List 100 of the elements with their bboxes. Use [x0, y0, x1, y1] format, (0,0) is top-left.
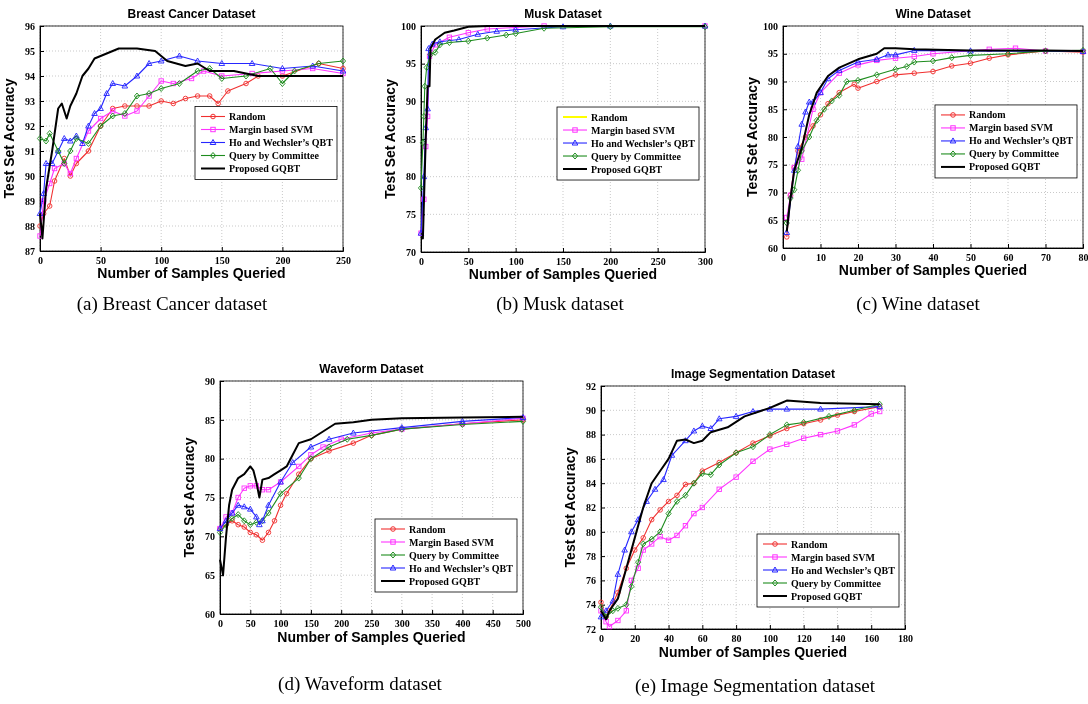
chart-title: Waveform Dataset	[319, 362, 424, 376]
y-tick-label: 88	[25, 220, 35, 232]
text: (d) Waveform dataset	[278, 673, 443, 695]
x-tick-label: 0	[218, 618, 223, 630]
chart-title: Musk Dataset	[524, 7, 602, 21]
legend-label: Margin based SVM	[969, 122, 1054, 134]
text: (e) Image Segmentation dataset	[634, 675, 876, 697]
y-axis-title: Test Set Accuracy	[1, 78, 17, 199]
x-tick-label: 150	[214, 255, 230, 267]
x-tick-label: 180	[898, 633, 913, 645]
y-tick-label: 60	[768, 242, 778, 254]
x-tick-label: 100	[508, 256, 524, 268]
x-tick-label: 250	[364, 618, 380, 630]
x-tick-label: 250	[650, 256, 666, 268]
y-tick-label: 95	[406, 58, 416, 70]
x-tick-label: 200	[275, 255, 291, 267]
x-tick-label: 50	[245, 618, 256, 630]
x-axis-title: Number of Samples Queried	[658, 644, 848, 660]
x-tick-label: 0	[781, 252, 786, 264]
legend-label: Random	[409, 523, 447, 535]
x-tick-label: 60	[1003, 252, 1014, 264]
x-tick-label: 50	[96, 255, 107, 267]
x-tick-label: 120	[796, 633, 812, 645]
x-axis-title: Number of Samples Queried	[277, 629, 466, 645]
x-axis-title: Number of Samples Queried	[97, 265, 286, 281]
y-tick-label: 82	[586, 502, 596, 514]
y-tick-label: 90	[25, 170, 35, 182]
y-axis-title: Test Set Accuracy	[562, 447, 578, 568]
x-tick-label: 20	[630, 633, 641, 645]
legend-label: Query by Committee	[229, 150, 320, 161]
y-tick-label: 75	[768, 159, 778, 171]
x-tick-label: 450	[485, 618, 501, 630]
legend-label: Margin based SVM	[591, 124, 676, 136]
legend-label: Ho and Wechsler’s QBT	[409, 562, 514, 574]
x-tick-label: 200	[334, 618, 350, 630]
legend-label: Query by Committee	[969, 148, 1060, 160]
y-tick-label: 65	[768, 214, 778, 226]
y-axis-title: Test Set Accuracy	[744, 76, 760, 197]
y-tick-label: 75	[406, 209, 416, 221]
y-tick-label: 65	[205, 569, 215, 581]
y-tick-label: 74	[586, 599, 596, 611]
legend-label: Ho and Wechsler’s QBT	[591, 137, 696, 149]
y-tick-label: 72	[586, 623, 596, 635]
y-tick-label: 80	[586, 526, 596, 538]
x-tick-label: 300	[394, 618, 410, 630]
chart-title: Breast Cancer Dataset	[127, 7, 256, 21]
y-tick-label: 87	[25, 245, 35, 257]
y-tick-label: 90	[586, 405, 596, 416]
x-tick-label: 70	[1041, 252, 1051, 264]
y-tick-label: 85	[406, 133, 416, 145]
x-tick-label: 400	[455, 618, 471, 630]
y-tick-label: 80	[205, 453, 215, 465]
x-tick-label: 150	[556, 256, 571, 268]
y-tick-label: 95	[768, 48, 778, 60]
x-tick-label: 80	[731, 633, 742, 645]
y-tick-label: 80	[406, 171, 416, 183]
legend-label: Random	[791, 538, 829, 550]
x-tick-label: 100	[154, 255, 170, 267]
y-axis-title: Test Set Accuracy	[382, 78, 398, 199]
legend-label: Margin Based SVM	[409, 536, 495, 548]
y-tick-label: 84	[586, 477, 596, 489]
x-tick-label: 100	[273, 618, 289, 630]
legend-label: Query by Committee	[591, 150, 682, 162]
x-tick-label: 50	[966, 252, 976, 264]
y-tick-label: 80	[768, 131, 778, 143]
legend-label: Margin based SVM	[791, 551, 876, 563]
y-tick-label: 70	[205, 531, 215, 543]
y-tick-label: 85	[205, 414, 215, 426]
x-tick-label: 200	[603, 256, 619, 268]
y-tick-label: 76	[586, 575, 596, 587]
y-tick-label: 93	[25, 95, 35, 107]
x-tick-label: 140	[830, 633, 846, 645]
y-tick-label: 100	[401, 20, 416, 32]
x-tick-label: 0	[419, 256, 424, 268]
y-tick-label: 92	[25, 120, 35, 132]
x-tick-label: 160	[864, 633, 880, 645]
y-tick-label: 90	[768, 76, 778, 88]
legend-label: Margin based SVM	[229, 124, 314, 135]
text: (a) Breast Cancer dataset	[76, 293, 268, 315]
y-tick-label: 94	[25, 70, 35, 82]
text: (b) Musk dataset	[496, 293, 625, 315]
legend-label: Random	[229, 111, 267, 122]
y-tick-label: 78	[586, 550, 596, 562]
legend-label: Query by Committee	[409, 549, 500, 561]
x-tick-label: 30	[891, 252, 901, 264]
y-tick-label: 92	[586, 380, 596, 392]
y-tick-label: 86	[586, 453, 596, 465]
x-tick-label: 10	[816, 252, 826, 264]
y-tick-label: 70	[768, 187, 778, 199]
legend-label: Random	[591, 111, 629, 123]
x-tick-label: 300	[698, 256, 713, 268]
x-tick-label: 50	[463, 256, 474, 268]
y-tick-label: 75	[205, 492, 215, 504]
x-tick-label: 80	[1078, 252, 1088, 264]
y-tick-label: 89	[25, 195, 35, 207]
y-tick-label: 90	[205, 375, 215, 387]
x-tick-label: 150	[303, 618, 319, 630]
y-axis-title: Test Set Accuracy	[181, 437, 197, 558]
legend-label: Random	[969, 109, 1007, 121]
y-tick-label: 88	[586, 429, 596, 441]
